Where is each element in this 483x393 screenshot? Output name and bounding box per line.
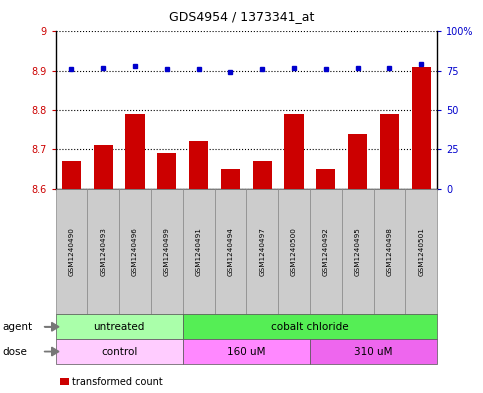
Text: GSM1240495: GSM1240495: [355, 227, 361, 276]
Bar: [189, 141, 208, 189]
Bar: [412, 67, 431, 189]
Text: GSM1240492: GSM1240492: [323, 227, 329, 276]
Text: cobalt chloride: cobalt chloride: [271, 322, 349, 332]
Text: transformed count: transformed count: [72, 376, 163, 387]
Text: GSM1240499: GSM1240499: [164, 227, 170, 276]
Text: 160 uM: 160 uM: [227, 347, 266, 356]
Bar: [157, 153, 176, 189]
Text: GSM1240498: GSM1240498: [386, 227, 392, 276]
Bar: [126, 114, 144, 189]
Text: agent: agent: [2, 322, 32, 332]
Bar: [94, 145, 113, 189]
Bar: [62, 161, 81, 189]
Text: dose: dose: [2, 347, 28, 356]
Bar: [284, 114, 303, 189]
Text: control: control: [101, 347, 137, 356]
Text: GSM1240490: GSM1240490: [69, 227, 74, 276]
Text: GSM1240496: GSM1240496: [132, 227, 138, 276]
Text: GDS4954 / 1373341_at: GDS4954 / 1373341_at: [169, 10, 314, 23]
Text: GSM1240500: GSM1240500: [291, 227, 297, 276]
Bar: [316, 169, 335, 189]
Bar: [221, 169, 240, 189]
Text: untreated: untreated: [93, 322, 145, 332]
Bar: [380, 114, 399, 189]
Text: GSM1240501: GSM1240501: [418, 227, 424, 276]
Bar: [253, 161, 272, 189]
Text: GSM1240493: GSM1240493: [100, 227, 106, 276]
Text: GSM1240494: GSM1240494: [227, 227, 233, 276]
Bar: [348, 134, 367, 189]
Text: GSM1240497: GSM1240497: [259, 227, 265, 276]
Text: 310 uM: 310 uM: [354, 347, 393, 356]
Text: GSM1240491: GSM1240491: [196, 227, 201, 276]
